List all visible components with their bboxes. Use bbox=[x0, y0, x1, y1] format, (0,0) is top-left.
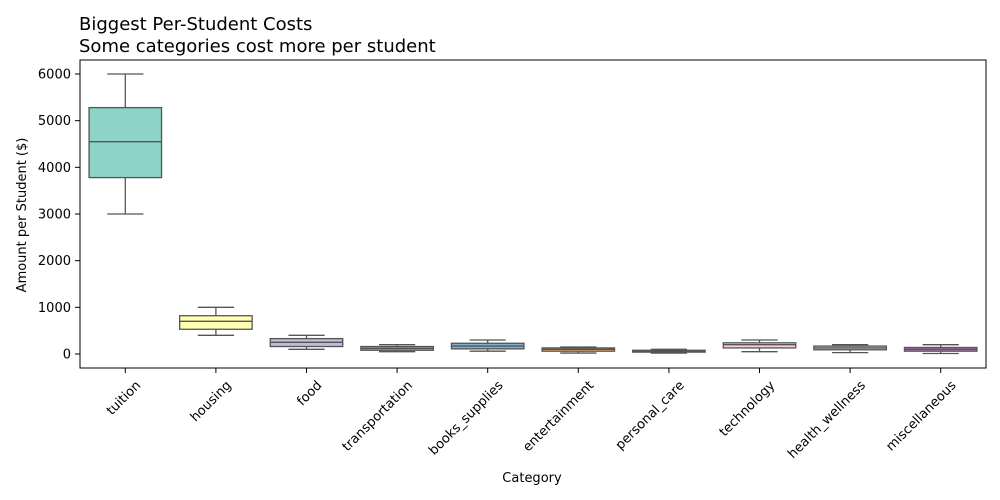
box-health_wellness bbox=[813, 344, 887, 354]
box-iqr bbox=[88, 106, 163, 179]
y-tick-label: 6000 bbox=[38, 68, 71, 83]
box-miscellaneous bbox=[903, 344, 978, 355]
y-tick-label: 3000 bbox=[38, 208, 71, 223]
box-iqr bbox=[179, 315, 253, 330]
x-tick-label: entertainment bbox=[520, 378, 597, 455]
x-axis: tuition housing food transportation books_su… bbox=[104, 368, 960, 462]
x-axis-label: Category bbox=[502, 471, 562, 486]
box-personal_care bbox=[632, 348, 706, 354]
chart-title: Biggest Per-Student Costs bbox=[79, 14, 312, 35]
box-transportation bbox=[360, 344, 434, 353]
box-tuition bbox=[88, 73, 163, 215]
box-series bbox=[88, 73, 978, 355]
box-technology bbox=[722, 339, 797, 353]
x-tick-label: food bbox=[294, 378, 325, 409]
y-tick-label: 2000 bbox=[38, 254, 71, 269]
box-books_supplies bbox=[450, 339, 525, 352]
y-axis-label: Amount per Student ($) bbox=[15, 138, 30, 293]
x-tick-label: transportation bbox=[340, 378, 416, 454]
x-tick-label: health_wellness bbox=[785, 378, 869, 462]
y-axis: 0 1000 2000 3000 4000 5000 6000 bbox=[38, 68, 80, 363]
box-food bbox=[269, 334, 344, 350]
y-tick-label: 1000 bbox=[38, 301, 71, 316]
x-tick-label: tuition bbox=[104, 378, 144, 418]
x-tick-label: housing bbox=[188, 378, 235, 425]
chart-subtitle: Some categories cost more per student bbox=[79, 36, 436, 57]
y-tick-label: 5000 bbox=[38, 114, 71, 129]
x-tick-label: books_supplies bbox=[426, 378, 506, 458]
y-tick-label: 4000 bbox=[38, 161, 71, 176]
x-tick-label: personal_care bbox=[613, 378, 688, 453]
x-tick-label: miscellaneous bbox=[883, 378, 959, 454]
x-tick-label: technology bbox=[717, 378, 779, 440]
box-housing bbox=[179, 306, 253, 336]
y-tick-label: 0 bbox=[63, 348, 71, 363]
box-iqr bbox=[722, 342, 797, 349]
box-entertainment bbox=[541, 346, 616, 354]
